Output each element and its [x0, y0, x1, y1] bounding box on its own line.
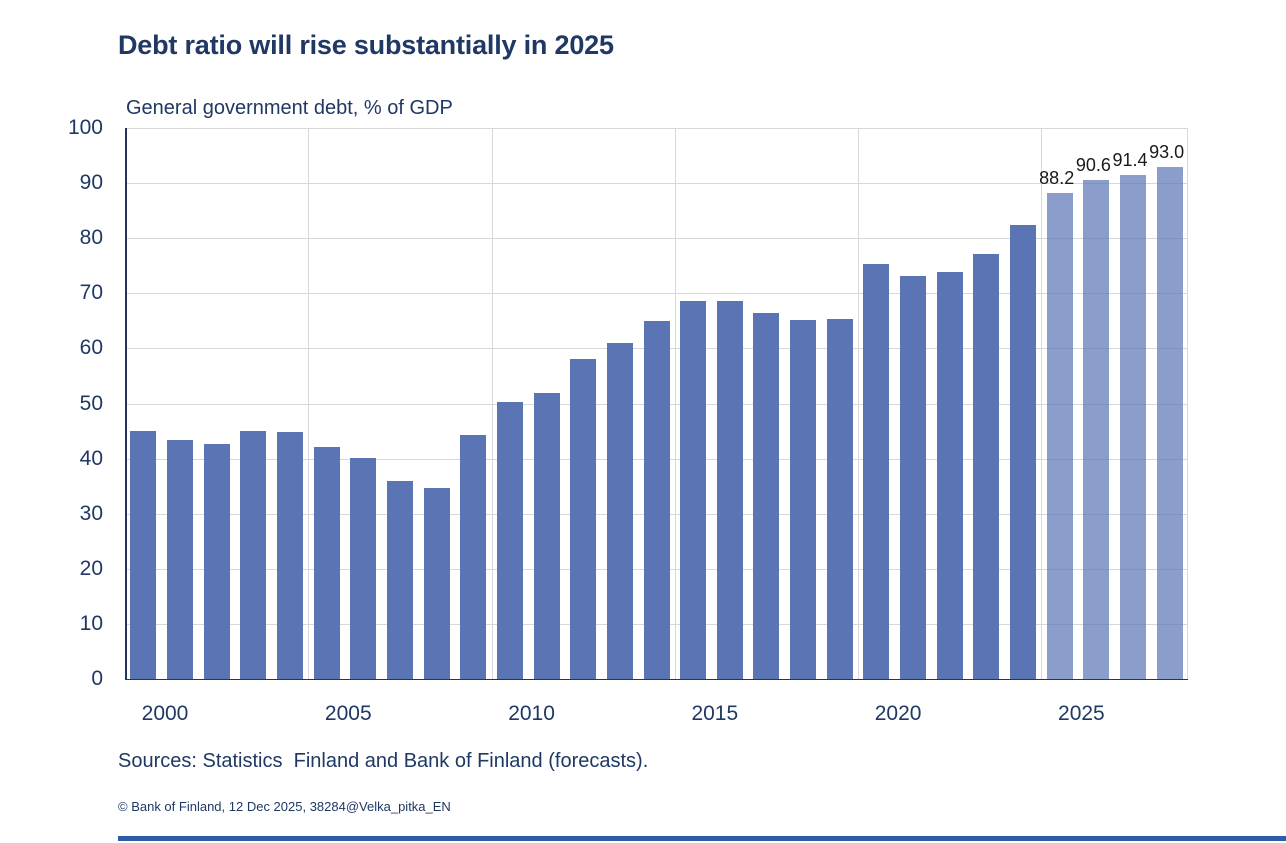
gridline-y-70	[125, 293, 1188, 295]
bar-2010	[496, 402, 523, 679]
bar-2023	[973, 253, 1000, 679]
bar-2028	[1156, 166, 1183, 679]
data-label-2027: 91.4	[1112, 150, 1148, 171]
y-tick-label-0: 0	[91, 667, 103, 690]
y-tick-label-40: 40	[79, 446, 103, 470]
gridline-x-2015	[674, 128, 676, 679]
x-axis-line	[125, 678, 1188, 680]
y-tick-label-30: 30	[79, 501, 103, 525]
bar-2012	[570, 359, 597, 679]
y-tick-label-50: 50	[79, 391, 103, 415]
bar-2007	[386, 480, 413, 679]
bar-2017	[753, 312, 780, 679]
y-tick-label-20: 20	[79, 556, 103, 580]
chart-title: Debt ratio will rise substantially in 20…	[118, 30, 614, 60]
x-tick-label-2000: 2000	[141, 702, 189, 725]
x-tick-label-2020: 2020	[874, 702, 922, 725]
chart-subtitle: General government debt, % of GDP	[126, 97, 453, 119]
bar-2002	[203, 443, 230, 679]
y-tick-label-90: 90	[79, 171, 103, 195]
bar-2026	[1083, 179, 1110, 679]
copyright-note: © Bank of Finland, 12 Dec 2025, 38284@Ve…	[118, 799, 451, 814]
gridline-x-2010	[491, 128, 493, 679]
bar-2020	[863, 264, 890, 679]
gridline-x-2020	[858, 128, 860, 679]
data-label-2028: 93.0	[1149, 141, 1185, 162]
x-tick-label-2015: 2015	[691, 702, 739, 725]
bar-2003	[240, 431, 267, 679]
bar-2014	[643, 321, 670, 679]
y-tick-label-100: 100	[67, 116, 103, 139]
bar-2018	[790, 319, 817, 679]
bar-2013	[606, 343, 633, 679]
bar-2024	[1010, 224, 1037, 679]
bar-2019	[826, 318, 853, 679]
bar-2000	[130, 431, 157, 679]
y-tick-label-60: 60	[79, 336, 103, 360]
x-tick-label-2025: 2025	[1058, 702, 1105, 725]
y-tick-label-10: 10	[79, 611, 103, 635]
bar-2009	[460, 435, 487, 679]
bar-2016	[716, 301, 743, 679]
gridline-y-90	[125, 183, 1188, 185]
gridline-y-80	[125, 238, 1188, 240]
bar-2005	[313, 447, 340, 679]
bar-2025	[1046, 193, 1073, 679]
bar-2027	[1120, 175, 1147, 679]
gridline-y-100	[125, 128, 1188, 129]
footer-accent-rule	[118, 836, 1286, 841]
bar-2008	[423, 487, 450, 679]
y-tick-label-70: 70	[79, 281, 103, 305]
bar-2004	[276, 432, 303, 679]
gridline-x-2025	[1041, 128, 1043, 679]
data-label-2025: 88.2	[1039, 168, 1075, 189]
data-label-2026: 90.6	[1075, 154, 1111, 175]
x-tick-label-2005: 2005	[324, 702, 372, 725]
bar-2022	[936, 272, 963, 679]
plot-area	[125, 128, 1188, 680]
y-tick-label-80: 80	[79, 226, 103, 250]
bar-2021	[900, 276, 927, 679]
bar-2015	[680, 301, 707, 679]
y-axis-line	[125, 128, 127, 679]
bar-2011	[533, 393, 560, 679]
sources-note: Sources: Statistics Finland and Bank of …	[118, 750, 649, 772]
bar-2001	[166, 439, 193, 679]
gridline-x-2005	[308, 128, 310, 679]
x-tick-label-2010: 2010	[508, 702, 555, 725]
bar-2006	[350, 458, 377, 679]
